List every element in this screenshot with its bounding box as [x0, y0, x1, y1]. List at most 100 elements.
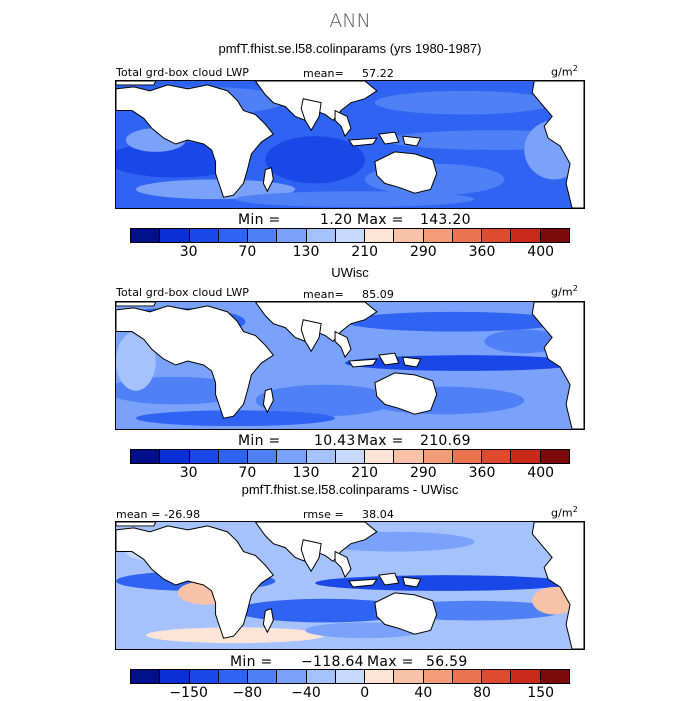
colorbar-swatch: [482, 229, 512, 242]
landmass: [348, 137, 378, 147]
landmass: [378, 131, 400, 145]
colorbar-tick-label: 360: [468, 465, 496, 481]
contour-region: [265, 136, 365, 184]
panel3-map: [115, 521, 585, 650]
panel2-max-value: 210.69: [420, 433, 471, 449]
landmass: [254, 81, 378, 122]
panel2-max-label: Max =: [357, 433, 404, 449]
landmass: [116, 522, 157, 527]
landmass: [334, 330, 352, 359]
colorbar-tick-label: 70: [238, 465, 257, 481]
colorbar-swatch: [131, 670, 161, 683]
panel3-min-value: −118.64: [301, 654, 364, 670]
contour-region: [235, 598, 415, 623]
panel1-units: g/m2: [551, 64, 578, 79]
colorbar-swatch: [189, 450, 219, 463]
colorbar-swatch: [131, 450, 161, 463]
panel1-min-label: Min =: [238, 212, 281, 228]
colorbar-swatch: [335, 450, 366, 463]
landmass: [402, 135, 422, 147]
colorbar-swatch: [189, 229, 219, 242]
landmass: [262, 387, 274, 414]
colorbar-swatch: [540, 670, 569, 683]
panel3-max-value: 56.59: [426, 654, 468, 670]
colorbar-tick-label: 360: [468, 244, 496, 260]
colorbar-tick-label: 0: [360, 685, 370, 701]
panel1-colorbar: [130, 228, 570, 243]
contour-region: [135, 410, 336, 427]
colorbar-swatch: [511, 670, 541, 683]
main-title: ANN: [329, 10, 371, 32]
landmass: [300, 319, 322, 353]
colorbar-tick-label: 150: [527, 685, 555, 701]
landmass: [300, 539, 322, 573]
contour-region: [374, 90, 555, 115]
landmass: [531, 302, 584, 429]
panel3-stat-label: rmse =: [303, 508, 344, 521]
colorbar-swatch: [306, 229, 336, 242]
colorbar-swatch: [511, 229, 541, 242]
colorbar-swatch: [189, 670, 219, 683]
landmass: [254, 302, 378, 343]
colorbar-tick-label: 210: [351, 465, 379, 481]
panel2-title: UWisc: [331, 265, 369, 280]
panel2-stat-value: 85.09: [362, 288, 394, 301]
panel3-colorbar: [130, 669, 570, 684]
panel2-field: [116, 302, 584, 429]
contour-region: [255, 384, 395, 417]
panel2-stat-label: mean=: [303, 288, 344, 301]
panel1-max-label: Max =: [357, 212, 404, 228]
colorbar-swatch: [218, 450, 249, 463]
panel3-left-label: mean = -26.98: [116, 508, 201, 521]
colorbar-swatch: [365, 450, 395, 463]
landmass: [116, 525, 275, 639]
panel3-min-label: Min =: [230, 654, 273, 670]
colorbar-swatch: [335, 670, 366, 683]
landmass: [402, 356, 422, 368]
colorbar-swatch: [248, 670, 278, 683]
colorbar-tick-label: 30: [179, 465, 198, 481]
landmass: [334, 550, 352, 579]
panel1-left-label: Total grd-box cloud LWP: [116, 66, 250, 79]
colorbar-swatch: [423, 670, 453, 683]
panel3-title: pmfT.fhist.se.l58.colinparams - UWisc: [241, 482, 459, 497]
colorbar-swatch: [248, 450, 278, 463]
colorbar-tick-label: 40: [414, 685, 433, 701]
colorbar-swatch: [277, 670, 307, 683]
panel3-colorbar-ticks: −150 −80 −40 0 40 80 150: [130, 685, 570, 701]
panel2-min-label: Min =: [238, 433, 281, 449]
contour-region: [116, 331, 156, 391]
colorbar-tick-label: 290: [409, 465, 437, 481]
colorbar-tick-label: 290: [409, 244, 437, 260]
panel3-field: [116, 522, 584, 649]
colorbar-swatch: [160, 229, 190, 242]
landmass: [254, 522, 378, 563]
colorbar-tick-label: 130: [292, 465, 320, 481]
colorbar-swatch: [277, 229, 307, 242]
colorbar-swatch: [482, 450, 512, 463]
landmass: [378, 352, 400, 366]
colorbar-swatch: [540, 229, 569, 242]
panel2-colorbar-ticks: 30 70 130 210 290 360 400: [130, 465, 570, 483]
landmass: [116, 81, 157, 86]
panel1-stat-value: 57.22: [362, 67, 394, 80]
contour-region: [315, 575, 575, 591]
landmass: [116, 302, 157, 307]
colorbar-tick-label: −80: [232, 685, 263, 701]
panel2-units: g/m2: [551, 284, 578, 299]
panel1-map: [115, 80, 585, 209]
landmass: [116, 305, 275, 419]
landmass: [374, 592, 438, 635]
colorbar-tick-label: 400: [527, 244, 555, 260]
landmass: [116, 84, 275, 198]
landmass: [262, 607, 274, 634]
landmass: [531, 81, 584, 208]
colorbar-tick-label: 130: [292, 244, 320, 260]
panel1-title: pmfT.fhist.se.l58.colinparams (yrs 1980-…: [218, 41, 482, 56]
colorbar-swatch: [160, 670, 190, 683]
panel1-min-value: 1.20: [320, 212, 353, 228]
landmass: [300, 98, 322, 132]
colorbar-tick-label: 210: [351, 244, 379, 260]
colorbar-swatch: [218, 229, 249, 242]
colorbar-tick-label: −150: [169, 685, 208, 701]
